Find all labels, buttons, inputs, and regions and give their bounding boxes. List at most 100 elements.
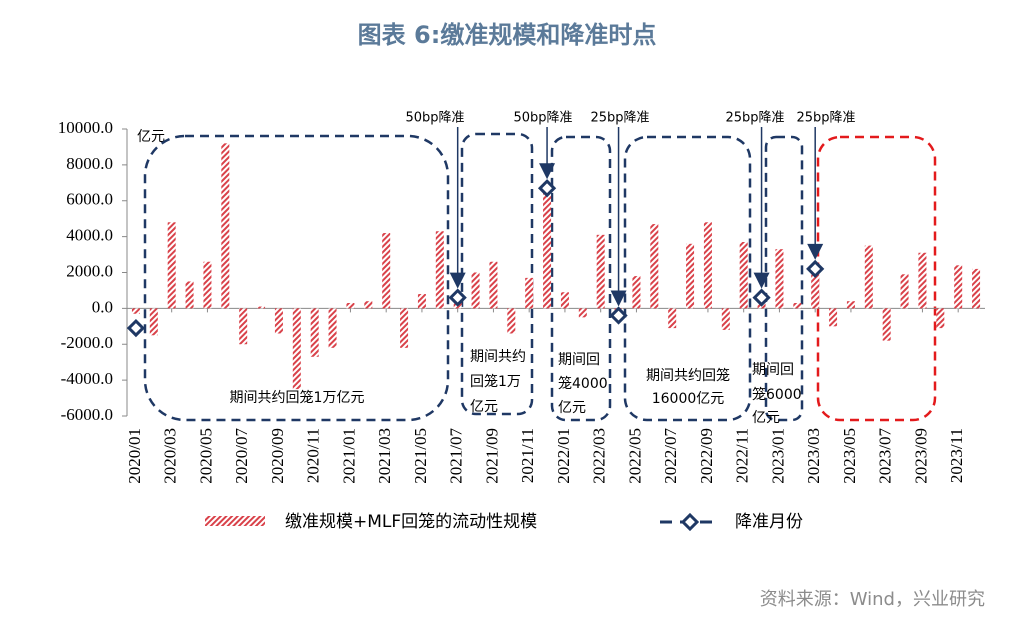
- bar: [703, 222, 712, 309]
- bar: [739, 242, 748, 309]
- bar: [721, 308, 730, 330]
- bar: [471, 272, 480, 309]
- x-tick-label: 2023/03: [804, 428, 823, 484]
- bar: [310, 308, 319, 357]
- y-tick-label: -6000.0: [61, 405, 113, 424]
- note: 期间共约回笼1万亿元: [230, 389, 365, 406]
- x-tick-label: 2023/09: [911, 428, 930, 484]
- bar: [650, 224, 659, 309]
- rrr-marker: [448, 288, 467, 307]
- x-tick-label: 2021/05: [411, 428, 430, 484]
- bar: [864, 245, 873, 309]
- bar: [221, 143, 230, 309]
- chart-title: 图表 6:缴准规模和降准时点: [358, 21, 657, 49]
- x-tick-label: 2020/11: [304, 428, 323, 483]
- bar: [560, 292, 569, 309]
- period-box: [816, 135, 937, 422]
- arrow-head: [753, 272, 770, 289]
- note: 亿元: [558, 400, 586, 416]
- bar: [811, 268, 820, 309]
- x-tick-label: 2020/01: [125, 428, 144, 484]
- note: 期间共约: [470, 349, 526, 365]
- bar: [400, 308, 409, 348]
- bar: [972, 268, 981, 309]
- bar: [346, 302, 355, 309]
- cut-label: 25bp降准: [590, 111, 649, 126]
- bar: [882, 308, 891, 341]
- x-tick-label: 2020/09: [268, 428, 287, 484]
- note: 亿元: [752, 410, 780, 426]
- x-tick-label: 2020/03: [161, 428, 180, 484]
- rrr-marker: [752, 288, 771, 307]
- bar: [185, 281, 194, 309]
- cut-label: 25bp降准: [725, 111, 784, 126]
- cut-label: 50bp降准: [405, 111, 464, 126]
- x-tick-label: 2023/07: [876, 428, 895, 484]
- bar: [632, 276, 641, 309]
- bar: [596, 234, 605, 309]
- bar: [489, 261, 498, 309]
- x-tick-label: 2022/03: [590, 428, 609, 484]
- bar: [507, 308, 516, 334]
- bar: [846, 301, 855, 309]
- bar: [131, 308, 140, 314]
- x-tick-label: 2022/09: [697, 428, 716, 484]
- y-tick-label: 0.0: [92, 297, 113, 316]
- note: 16000亿元: [652, 391, 725, 407]
- bar: [417, 294, 426, 309]
- note: 亿元: [470, 399, 498, 415]
- note: 笼6000: [752, 386, 802, 403]
- period-box: [623, 135, 752, 422]
- rrr-marker: [609, 306, 628, 325]
- x-tick-label: 2021/03: [375, 428, 394, 484]
- bar: [936, 308, 945, 329]
- bar: [668, 308, 677, 329]
- bar: [274, 308, 283, 334]
- rrr-marker: [537, 179, 557, 198]
- bar: [435, 231, 444, 309]
- arrow-head: [807, 243, 824, 260]
- x-tick-label: 2021/01: [339, 428, 358, 484]
- rrr-marker: [126, 318, 146, 338]
- bar: [829, 308, 838, 327]
- cut-label: 25bp降准: [796, 111, 855, 126]
- rrr-marker: [806, 259, 825, 279]
- x-tick-label: 2021/09: [482, 428, 501, 484]
- y-tick-label: 6000.0: [66, 190, 113, 209]
- y-tick-label: 8000.0: [66, 154, 113, 173]
- y-tick-label: -2000.0: [61, 333, 113, 352]
- x-tick-label: 2023/11: [947, 428, 966, 483]
- x-tick-label: 2020/05: [196, 428, 215, 484]
- bar: [686, 243, 695, 309]
- bar: [775, 249, 784, 309]
- source: 资料来源：Wind，兴业研究: [760, 589, 985, 610]
- bar: [167, 222, 176, 309]
- bar: [954, 265, 963, 309]
- note: 回笼1万: [470, 373, 521, 390]
- bar: [900, 274, 909, 309]
- x-tick-label: 2023/05: [840, 428, 859, 484]
- bar: [543, 182, 552, 309]
- period-box: [143, 134, 450, 422]
- arrow-head: [539, 163, 556, 180]
- note: 期间共约回笼: [646, 367, 730, 384]
- bar: [364, 301, 373, 309]
- y-tick-label: 2000.0: [66, 261, 113, 280]
- x-tick-label: 2022/07: [661, 428, 680, 484]
- x-tick-label: 2022/11: [733, 428, 752, 483]
- unit-label: 亿元: [137, 129, 165, 145]
- note: 笼4000: [558, 375, 608, 392]
- y-tick-label: 10000.0: [58, 118, 113, 137]
- bar: [292, 308, 301, 390]
- arrow-head: [449, 272, 466, 289]
- note: 期间回: [752, 362, 794, 378]
- x-tick-label: 2021/11: [518, 428, 537, 483]
- legend-label: 降准月份: [735, 512, 803, 532]
- bar: [793, 302, 802, 309]
- cut-label: 50bp降准: [513, 111, 572, 126]
- x-tick-label: 2020/07: [232, 428, 251, 484]
- arrow-head: [610, 290, 627, 307]
- y-tick-label: 4000.0: [66, 226, 113, 245]
- y-tick-label: -4000.0: [61, 369, 113, 388]
